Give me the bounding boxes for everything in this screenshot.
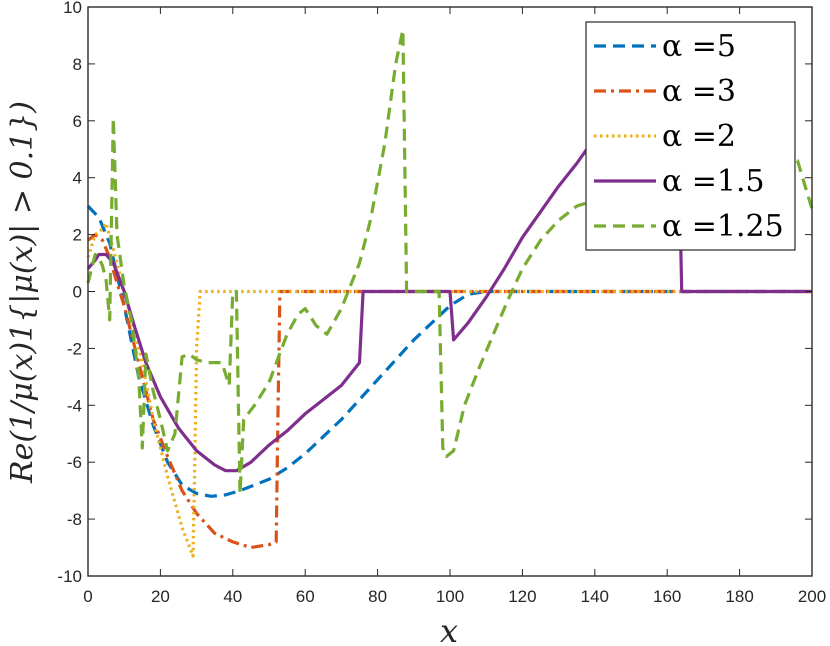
x-tick-label: 80 — [368, 587, 387, 606]
x-tick-label: 60 — [296, 587, 315, 606]
x-axis-label: x — [440, 612, 458, 646]
y-tick-label: 2 — [73, 226, 82, 245]
y-tick-label: -6 — [67, 453, 82, 472]
y-tick-label: -2 — [67, 339, 82, 358]
x-tick-label: 120 — [508, 587, 536, 606]
y-tick-label: 0 — [73, 283, 82, 302]
legend-box — [585, 21, 796, 251]
y-tick-label: 10 — [63, 0, 82, 17]
legend-label-1: α =3 — [662, 74, 736, 109]
legend-label-4: α =1.25 — [662, 209, 784, 244]
y-tick-label: 4 — [73, 169, 82, 188]
x-tick-label: 40 — [223, 587, 242, 606]
x-tick-label: 100 — [436, 587, 464, 606]
x-tick-label: 200 — [798, 587, 826, 606]
y-tick-label: -8 — [67, 510, 82, 529]
x-tick-label: 160 — [653, 587, 681, 606]
legend: α =5 α =3 α =2 α =1.5 α =1.25 — [585, 21, 796, 251]
series-line-4 — [86, 28, 814, 496]
series-line-2 — [86, 221, 812, 558]
series-line-3 — [86, 110, 812, 473]
x-tick-label: 180 — [725, 587, 753, 606]
y-tick-label: 6 — [73, 112, 82, 131]
x-tick-label: 140 — [581, 587, 609, 606]
axis-ticks: 0 20 40 60 80 100 120 140 160 180 200 -10 -8 -6 -4 -2 0 2… — [57, 0, 826, 606]
legend-label-0: α =5 — [662, 29, 736, 64]
y-tick-label: -4 — [67, 396, 82, 415]
x-tick-label: 20 — [151, 587, 170, 606]
legend-label-3: α =1.5 — [662, 164, 765, 199]
y-axis-label: Re(1/μ(x)1{|μ(x)| > 0.1}) — [5, 101, 40, 484]
legend-label-2: α =2 — [662, 119, 736, 154]
y-tick-label: 8 — [73, 55, 82, 74]
y-tick-label: -10 — [57, 567, 82, 586]
x-tick-label: 0 — [83, 587, 92, 606]
